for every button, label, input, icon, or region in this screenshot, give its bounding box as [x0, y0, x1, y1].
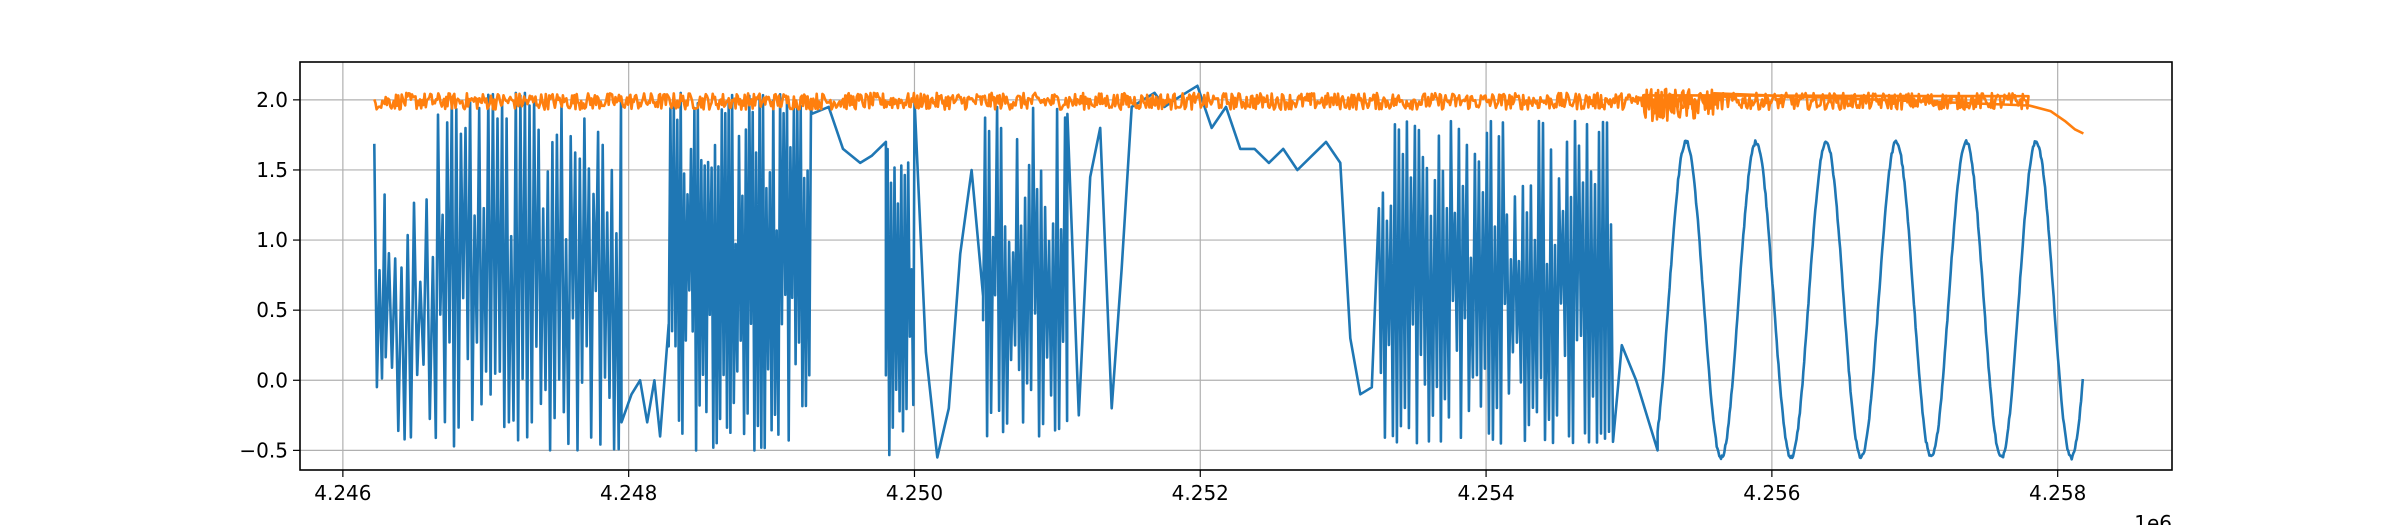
x-axis-ticks: 4.246 4.248 4.250 4.252 4.254 4.256 4.258 — [314, 470, 2086, 505]
x-tick-label: 4.254 — [1457, 481, 1514, 505]
series-line-2 — [373, 87, 2084, 135]
axes-frame — [299, 61, 2173, 471]
y-tick-label: 0.0 — [256, 368, 288, 392]
x-tick-label: 4.256 — [1743, 481, 1800, 505]
y-tick-label: 1.0 — [256, 228, 288, 252]
x-tick-label: 4.246 — [314, 481, 371, 505]
x-tick-label: 4.258 — [2029, 481, 2086, 505]
series-line-1 — [373, 84, 2085, 461]
x-axis-offset-label: 1e6 — [2134, 511, 2172, 525]
plot-series — [373, 84, 2085, 461]
y-tick-label: 1.5 — [256, 158, 288, 182]
y-tick-label: −0.5 — [239, 438, 288, 462]
y-axis-ticks: −0.5 0.0 0.5 1.0 1.5 2.0 — [239, 88, 300, 462]
y-tick-label: 0.5 — [256, 298, 288, 322]
x-tick-label: 4.252 — [1172, 481, 1229, 505]
x-tick-label: 4.248 — [600, 481, 657, 505]
x-tick-label: 4.250 — [886, 481, 943, 505]
y-tick-label: 2.0 — [256, 88, 288, 112]
